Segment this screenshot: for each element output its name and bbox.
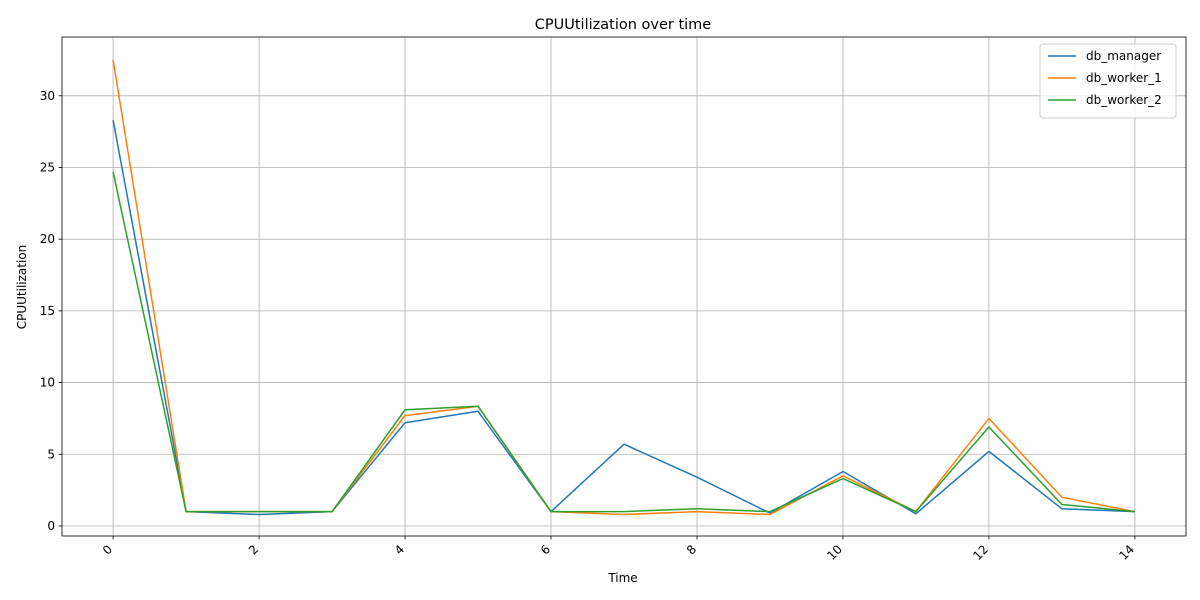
legend-label: db_manager xyxy=(1086,49,1161,63)
series-line-db_manager xyxy=(112,120,1135,516)
y-tick-label: 5 xyxy=(47,447,55,461)
y-tick-label: 25 xyxy=(40,160,55,174)
plot-lines xyxy=(112,59,1136,516)
x-axis-label: Time xyxy=(607,571,637,585)
x-tick-label: 10 xyxy=(824,542,845,563)
legend-label: db_worker_2 xyxy=(1086,93,1162,107)
y-axis-ticks: 0 5 10 15 20 25 30 xyxy=(40,89,62,533)
chart-title: CPUUtilization over time xyxy=(535,17,712,33)
series-line-db_worker_1 xyxy=(112,59,1136,516)
y-tick-label: 30 xyxy=(40,89,55,103)
x-tick-label: 2 xyxy=(246,542,261,557)
x-tick-label: 8 xyxy=(684,542,699,557)
x-tick-label: 14 xyxy=(1116,542,1137,563)
y-tick-label: 15 xyxy=(40,304,55,318)
grid xyxy=(62,37,1186,536)
legend-label: db_worker_1 xyxy=(1086,71,1162,85)
legend: db_manager db_worker_1 db_worker_2 xyxy=(1039,43,1177,119)
x-tick-label: 0 xyxy=(100,542,115,557)
y-axis-label: CPUUtilization xyxy=(15,245,29,330)
y-tick-label: 0 xyxy=(47,519,55,533)
x-axis-ticks: 0 2 4 6 8 10 12 14 xyxy=(100,536,1137,563)
x-tick-label: 4 xyxy=(392,542,407,557)
x-tick-label: 6 xyxy=(538,542,553,557)
y-tick-label: 20 xyxy=(40,232,55,246)
plot-frame xyxy=(61,36,1187,537)
x-tick-label: 12 xyxy=(970,542,991,563)
y-tick-label: 10 xyxy=(40,376,55,390)
series-line-db_worker_2 xyxy=(112,171,1135,513)
